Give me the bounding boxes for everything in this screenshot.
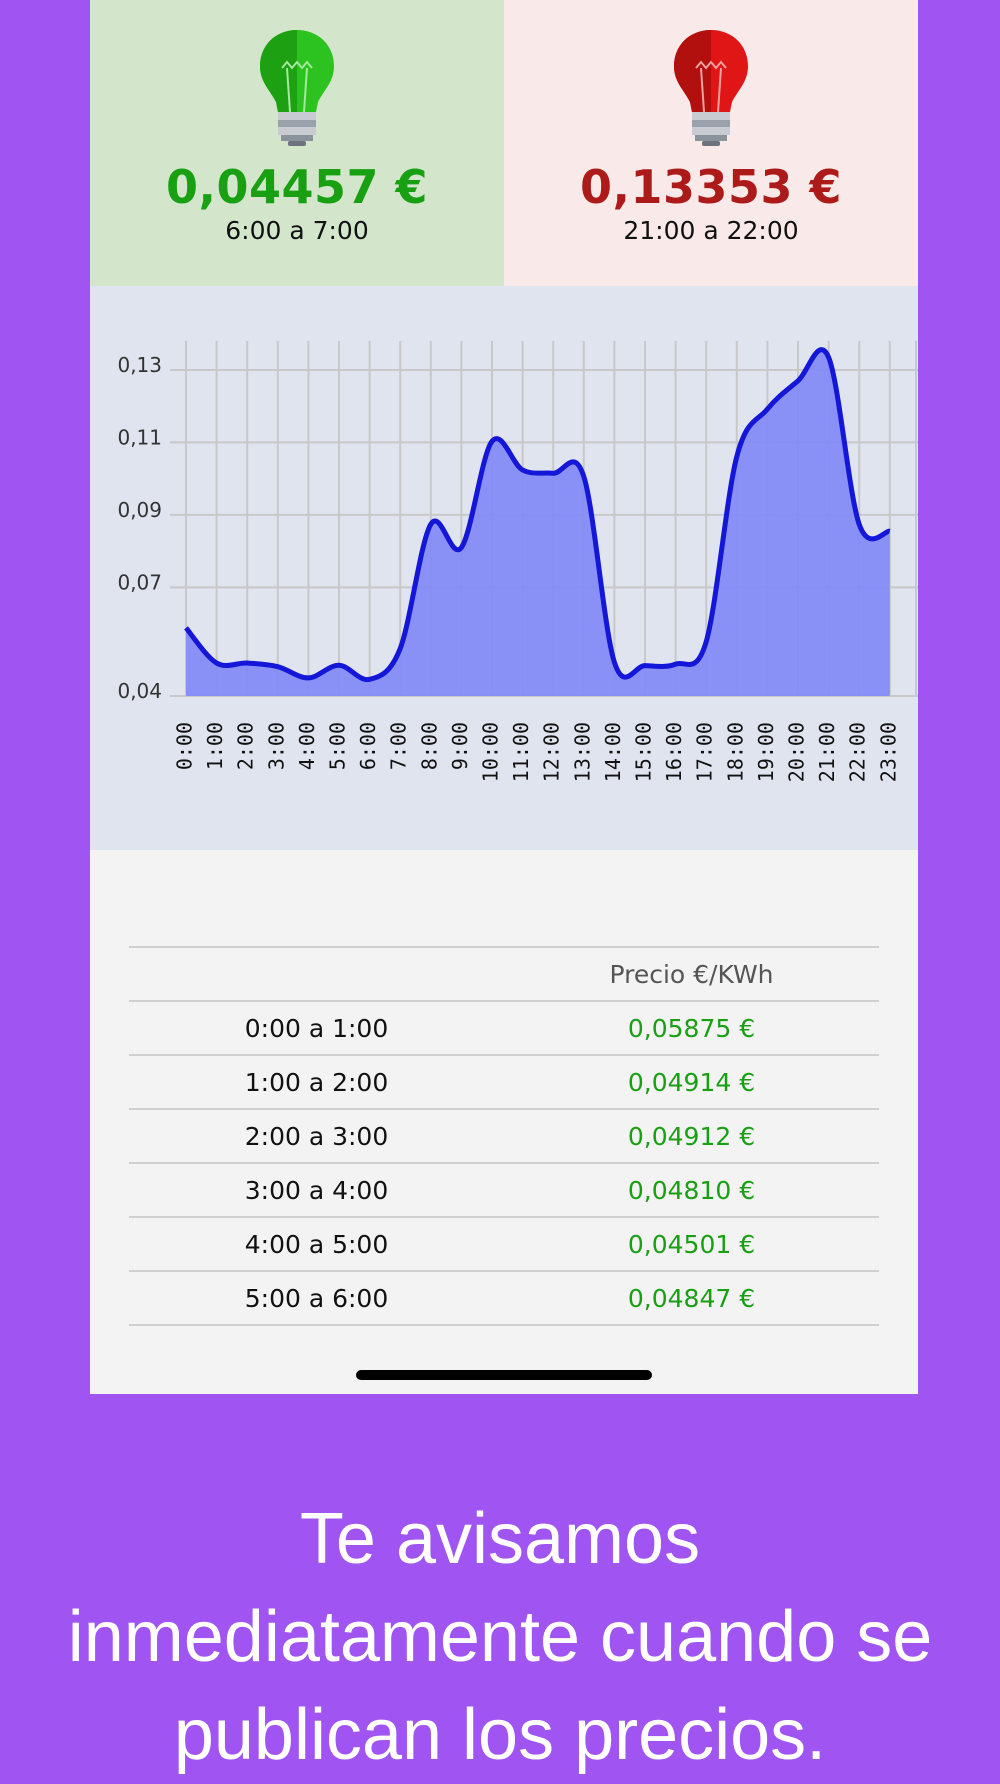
x-tick-label: 18:00 [723,722,747,782]
price-chart-panel: 0,04 0,07 0,09 0,11 0,13 0:00 1:00 2:00 3:00 4:00… [90,286,918,850]
table-row[interactable]: 5:00 a 6:00 0,04847 € [129,1272,879,1326]
table-row[interactable]: 4:00 a 5:00 0,04501 € [129,1218,879,1272]
x-tick-label: 20:00 [785,722,809,782]
row-hours: 4:00 a 5:00 [244,1229,389,1259]
caption-line-3: publican los precios. [173,1695,827,1775]
most-expensive-price: 0,13353 € [579,160,843,214]
most-expensive-hour-card[interactable]: 0,13353 € 21:00 a 22:00 [504,0,918,286]
x-tick-label: 10:00 [479,722,503,782]
price-table: Precio €/KWh 0:00 a 1:00 0,05875 € 1:00 … [129,946,879,1326]
x-tick-label: 16:00 [662,722,686,782]
y-tick-label: 0,07 [117,570,162,594]
table-header-row: Precio €/KWh [129,948,879,1002]
x-tick-label: 0:00 [173,722,197,770]
row-price: 0,04914 € [627,1067,756,1097]
x-tick-label: 12:00 [540,722,564,782]
lightbulb-green-icon [260,30,334,146]
lightbulb-red-icon [674,30,748,146]
home-indicator[interactable] [356,1370,652,1380]
y-tick-label: 0,04 [117,679,162,703]
x-tick-label: 5:00 [326,722,350,770]
table-row[interactable]: 0:00 a 1:00 0,05875 € [129,1002,879,1056]
x-tick-label: 15:00 [632,722,656,782]
x-tick-label: 6:00 [356,722,380,770]
caption-line-1: Te avisamos [299,1499,701,1579]
row-price: 0,04912 € [627,1121,756,1151]
row-price: 0,04501 € [627,1229,756,1259]
x-tick-label: 11:00 [509,722,533,782]
app-screen: 0,04457 € 6:00 a 7:00 0,13353 € 21:00 a … [90,0,918,1394]
table-row[interactable]: 2:00 a 3:00 0,04912 € [129,1110,879,1164]
row-hours: 0:00 a 1:00 [244,1013,389,1043]
cheapest-hours: 6:00 a 7:00 [225,216,369,245]
x-tick-label: 14:00 [601,722,625,782]
x-tick-label: 13:00 [570,722,594,782]
price-chart: 0,04 0,07 0,09 0,11 0,13 0:00 1:00 2:00 3:00 4:00… [117,341,918,782]
x-tick-label: 9:00 [448,722,472,770]
x-tick-label: 3:00 [264,722,288,770]
y-tick-label: 0,09 [117,498,162,522]
price-area-fill [186,349,890,696]
x-tick-label: 21:00 [815,722,839,782]
row-price: 0,04847 € [627,1283,756,1313]
promo-caption: Te avisamos inmediatamente cuando se pub… [0,1490,1000,1784]
price-table-area: Precio €/KWh 0:00 a 1:00 0,05875 € 1:00 … [90,850,918,1394]
y-tick-label: 0,11 [117,425,162,449]
most-expensive-hours: 21:00 a 22:00 [623,216,799,245]
x-tick-label: 22:00 [846,722,870,782]
table-row[interactable]: 1:00 a 2:00 0,04914 € [129,1056,879,1110]
cheapest-hour-card[interactable]: 0,04457 € 6:00 a 7:00 [90,0,504,286]
x-tick-label: 7:00 [387,722,411,770]
x-tick-label: 1:00 [203,722,227,770]
table-row[interactable]: 3:00 a 4:00 0,04810 € [129,1164,879,1218]
row-hours: 5:00 a 6:00 [244,1283,389,1313]
row-hours: 1:00 a 2:00 [244,1067,389,1097]
x-tick-label: 8:00 [417,722,441,770]
y-tick-label: 0,13 [117,353,162,377]
cheapest-price: 0,04457 € [165,160,429,214]
x-tick-label: 19:00 [754,722,778,782]
x-tick-label: 17:00 [693,722,717,782]
header-price: Precio €/KWh [609,959,774,989]
x-tick-label: 23:00 [876,722,900,782]
caption-line-2: inmediatamente cuando se [67,1597,933,1677]
price-series-line [184,347,891,683]
row-hours: 3:00 a 4:00 [244,1175,389,1205]
row-price: 0,05875 € [627,1013,756,1043]
x-tick-label: 4:00 [295,722,319,770]
row-price: 0,04810 € [627,1175,756,1205]
x-tick-label: 2:00 [234,722,258,770]
row-hours: 2:00 a 3:00 [244,1121,389,1151]
